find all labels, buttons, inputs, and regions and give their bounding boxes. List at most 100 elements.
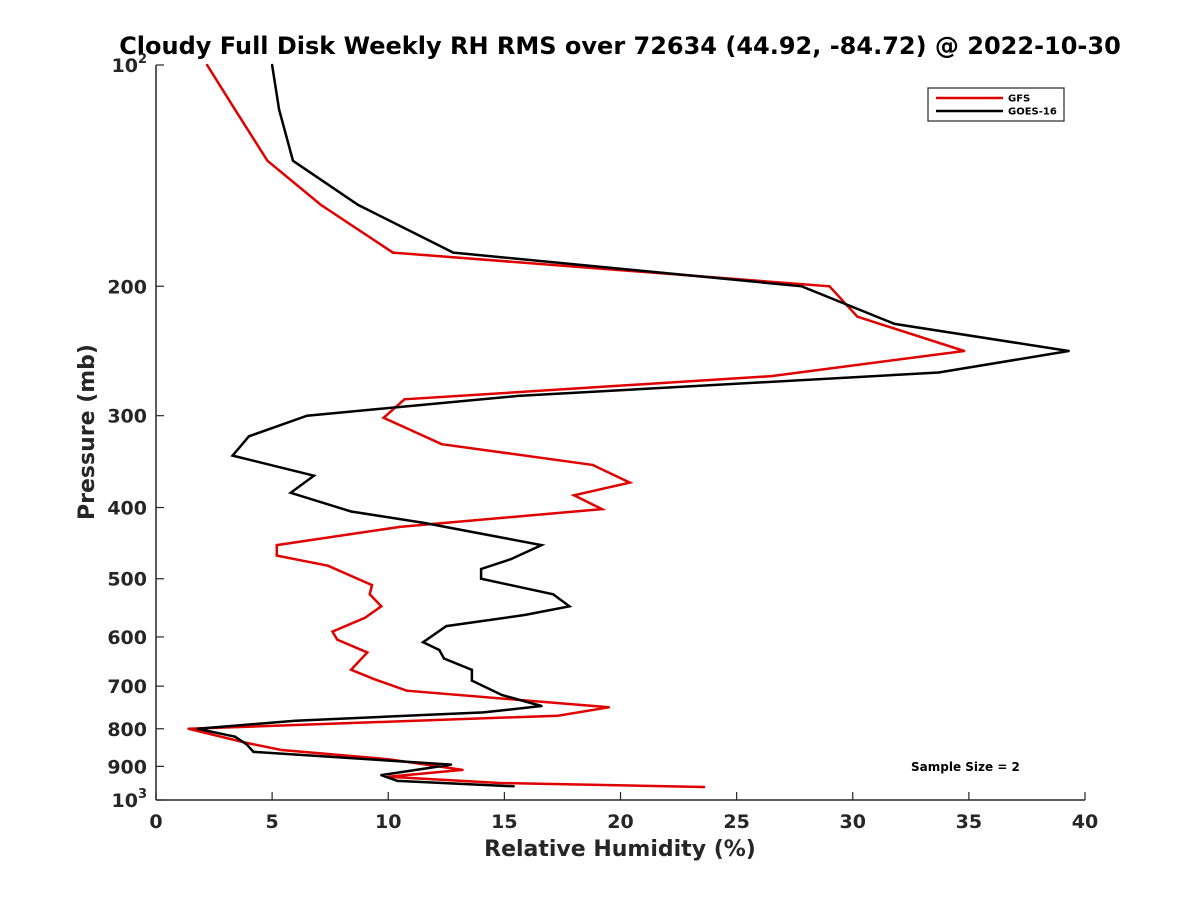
y-tick-label: 300 — [107, 406, 147, 428]
data-point — [628, 481, 631, 484]
data-point — [280, 748, 283, 752]
y-tick-label: 500 — [107, 569, 147, 591]
x-tick-label: 35 — [956, 811, 982, 833]
data-point — [233, 735, 237, 738]
data-point — [245, 743, 248, 746]
data-point — [396, 779, 399, 783]
data-point — [187, 727, 190, 730]
data-point — [770, 374, 773, 378]
data-point — [937, 371, 940, 374]
data-point — [319, 203, 323, 207]
y-tick-label: 400 — [107, 498, 147, 520]
chart-title: Cloudy Full Disk Weekly RH RMS over 7263… — [119, 32, 1121, 60]
x-tick-label: 5 — [266, 811, 279, 833]
x-tick-label: 20 — [607, 811, 633, 833]
data-point — [540, 704, 543, 708]
data-point — [326, 564, 330, 567]
legend: GFS GOES-16 — [927, 87, 1065, 122]
data-point — [572, 494, 576, 497]
data-point — [305, 414, 309, 417]
data-point — [856, 315, 859, 318]
x-tick-label: 30 — [840, 811, 866, 833]
data-point — [470, 668, 474, 671]
series-line — [197, 64, 1069, 788]
x-tick-label: 15 — [491, 811, 517, 833]
series-gfs — [187, 63, 966, 789]
data-point — [380, 773, 383, 777]
y-tick-label: 700 — [107, 676, 147, 698]
data-point — [445, 624, 448, 628]
data-point — [551, 593, 555, 596]
data-point — [893, 322, 896, 326]
y-axis-label: Pressure (mb) — [75, 344, 100, 520]
data-point — [600, 507, 604, 511]
data-point — [461, 768, 464, 772]
y-tick-label: 600 — [107, 627, 147, 649]
data-point — [196, 727, 199, 730]
data-point — [368, 593, 371, 596]
plot-area: 0 5 10 15 20 25 30 35 40 10220030040050060070080… — [107, 52, 1098, 833]
data-point — [233, 108, 237, 111]
data-point — [963, 349, 966, 353]
data-point — [363, 616, 367, 619]
y-tick-base: 10 — [112, 790, 138, 812]
data-point — [1067, 349, 1070, 353]
y-tick-label: 900 — [107, 756, 147, 778]
data-point — [524, 613, 527, 617]
x-tick-label: 25 — [723, 811, 749, 833]
data-point — [382, 416, 385, 419]
data-point — [512, 785, 515, 788]
data-point — [591, 463, 594, 467]
data-point — [277, 108, 281, 111]
data-point — [291, 159, 295, 162]
data-point — [275, 543, 278, 547]
data-point — [403, 398, 406, 401]
data-point — [702, 785, 706, 789]
data-point — [540, 543, 543, 547]
data-point — [398, 525, 402, 529]
data-point — [449, 763, 453, 766]
data-point — [470, 679, 474, 682]
y-tick-base: 10 — [112, 55, 138, 77]
data-point — [356, 203, 360, 207]
data-point — [231, 454, 234, 457]
data-point — [289, 491, 292, 494]
series-goes-16 — [196, 63, 1070, 788]
x-axis-label: Relative Humidity (%) — [484, 837, 756, 862]
data-point — [275, 554, 278, 557]
data-point — [205, 63, 209, 67]
data-point — [440, 443, 443, 446]
data-point — [373, 678, 376, 681]
sample-size-note: Sample Size = 2 — [911, 760, 1020, 774]
data-point — [349, 668, 353, 671]
data-point — [482, 711, 485, 714]
data-point — [568, 605, 571, 608]
legend-box — [927, 87, 1065, 122]
y-tick-label: 102 — [112, 52, 148, 77]
data-point — [517, 394, 520, 398]
data-point — [312, 474, 316, 477]
data-point — [405, 689, 408, 692]
data-point — [452, 251, 455, 254]
data-point — [421, 641, 425, 644]
data-point — [607, 706, 611, 709]
y-tick-label: 103 — [112, 787, 148, 812]
data-point — [438, 648, 441, 652]
x-tick-label: 0 — [149, 811, 162, 833]
data-point — [380, 605, 383, 608]
data-point — [391, 251, 395, 254]
x-axis-ticks: 0 5 10 15 20 25 30 35 40 — [149, 792, 1098, 833]
data-point — [500, 693, 504, 697]
data-point — [556, 714, 559, 717]
data-point — [479, 567, 483, 571]
data-point — [479, 577, 483, 580]
data-point — [270, 63, 274, 67]
data-point — [349, 510, 353, 513]
data-point — [510, 557, 513, 561]
y-tick-label: 800 — [107, 719, 147, 741]
series-line — [188, 64, 965, 789]
data-point — [366, 651, 369, 654]
data-point — [442, 657, 446, 660]
